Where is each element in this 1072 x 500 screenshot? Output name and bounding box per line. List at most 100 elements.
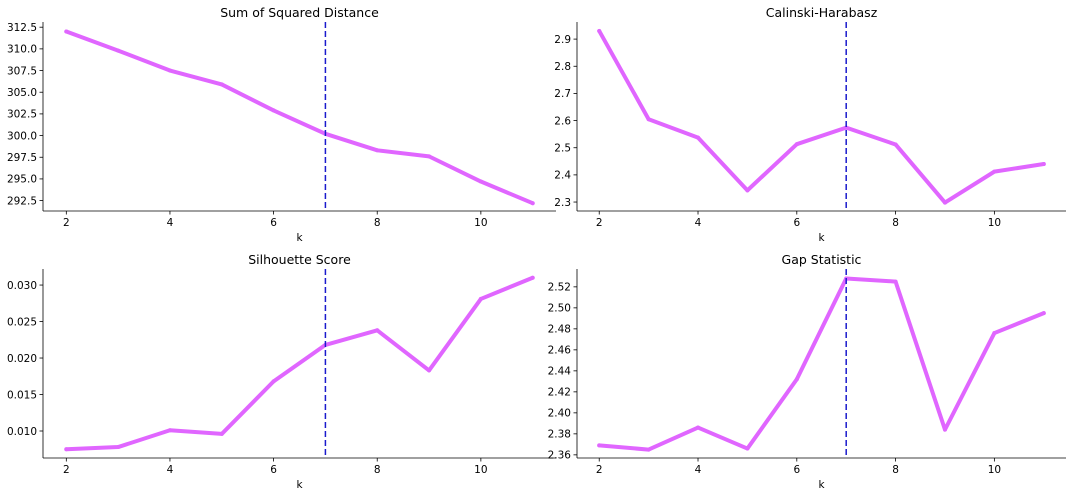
y-tick-label: 0.030 [7,280,37,292]
x-tick-label: 4 [695,464,702,476]
y-tick-label: 305.0 [7,87,37,99]
y-tick-label: 2.36 [548,450,572,462]
x-tick-label: 6 [270,217,277,229]
data-point [64,29,69,34]
x-axis-label: k [296,479,303,491]
data-point [844,125,849,130]
y-tick-label: 302.5 [7,109,37,121]
x-tick-label: 2 [596,464,603,476]
y-tick-label: 307.5 [7,65,37,77]
x-axis-label: k [296,232,303,244]
x-axis-label: k [818,232,825,244]
data-point [64,447,69,452]
x-axis-label: k [818,479,825,491]
data-point [794,142,799,147]
series-line [597,28,1046,205]
data-point [167,68,172,73]
y-tick-label: 2.9 [554,34,571,46]
y-tick-label: 2.42 [548,387,571,399]
x-tick-label: 8 [892,217,899,229]
chart-title: Sum of Squared Distance [220,5,379,20]
data-point [646,447,651,452]
x-tick-label: 6 [793,217,800,229]
x-tick-label: 10 [988,217,1001,229]
y-tick-label: 300.0 [7,130,37,142]
data-point [992,331,997,336]
x-tick-label: 6 [793,464,800,476]
data-point [1041,311,1046,316]
y-tick-label: 2.5 [554,143,571,155]
data-point [745,446,750,451]
y-tick-label: 310.0 [7,44,37,56]
x-tick-label: 8 [892,464,899,476]
data-point [478,179,483,184]
x-tick-label: 8 [374,464,381,476]
y-tick-label: 2.3 [554,197,571,209]
data-point [219,431,224,436]
series-line [597,276,1046,452]
data-point [530,201,535,206]
y-tick-label: 2.7 [554,88,571,100]
data-point [597,443,602,448]
x-tick-label: 6 [270,464,277,476]
y-tick-label: 0.010 [7,426,37,438]
y-tick-label: 2.6 [554,115,571,127]
data-point [696,135,701,140]
data-point [271,379,276,384]
y-tick-label: 2.52 [548,282,571,294]
y-tick-label: 2.4 [554,170,571,182]
data-point [530,275,535,280]
x-tick-label: 8 [374,217,381,229]
data-point [167,428,172,433]
x-tick-label: 4 [167,217,174,229]
data-point [1041,162,1046,167]
data-point [597,28,602,33]
chart-panel-3: 2 4 6 8 10 0.010 0.015 0.020 0.025 0.030 Silhouett… [7,252,556,491]
x-tick-label: 10 [988,464,1001,476]
data-point [427,368,432,373]
x-tick-label: 4 [167,464,174,476]
y-tick-label: 297.5 [7,152,37,164]
data-point [992,169,997,174]
y-tick-label: 0.020 [7,353,37,365]
chart-panel-1: 2 4 6 8 10 292.5 295.0 297.5 300.0 302.5 305.0 307.… [7,5,556,244]
data-point [794,377,799,382]
x-tick-label: 2 [63,217,70,229]
data-point [271,108,276,113]
data-point [696,425,701,430]
x-tick-label: 2 [63,464,70,476]
series-line [64,275,535,452]
data-point [116,48,121,53]
y-tick-label: 2.48 [548,324,571,336]
data-point [219,82,224,87]
x-tick-label: 10 [474,464,487,476]
series-line [64,29,535,206]
chart-title: Gap Statistic [782,252,862,267]
chart-panel-2: 2 4 6 8 10 2.3 2.4 2.5 2.6 2.7 2.8 2.9 Calinski-Hara… [554,5,1066,244]
chart-title: Silhouette Score [248,252,351,267]
data-point [375,328,380,333]
y-tick-label: 0.025 [7,316,37,328]
y-tick-label: 312.5 [7,22,37,34]
data-point [893,142,898,147]
x-tick-label: 10 [474,217,487,229]
y-tick-label: 292.5 [7,195,37,207]
data-point [116,445,121,450]
x-tick-label: 2 [596,217,603,229]
data-point [375,148,380,153]
data-point [646,117,651,122]
data-point [893,279,898,284]
y-tick-label: 2.38 [548,429,571,441]
chart-title: Calinski-Harabasz [766,5,878,20]
data-point [942,427,947,432]
y-tick-label: 2.46 [548,345,572,357]
y-tick-label: 2.44 [548,366,572,378]
y-tick-label: 2.8 [554,61,571,73]
y-tick-label: 295.0 [7,174,37,186]
data-point [745,188,750,193]
y-tick-label: 2.40 [548,408,571,420]
x-tick-label: 4 [695,217,702,229]
y-tick-label: 0.015 [7,389,37,401]
